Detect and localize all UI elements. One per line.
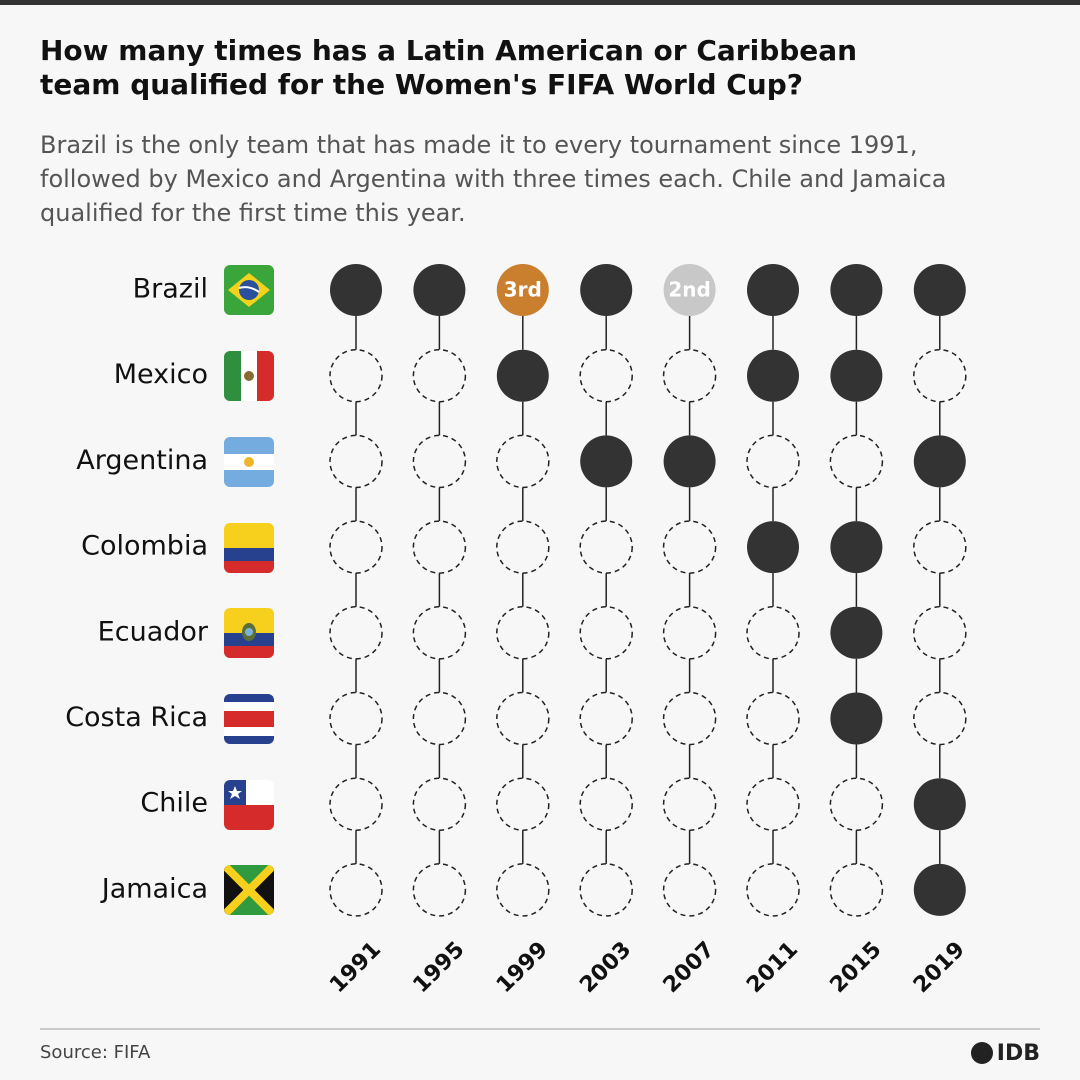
dot-empty <box>746 606 800 660</box>
dot-qualified <box>580 264 633 316</box>
dot-empty <box>829 777 884 831</box>
dot-empty <box>579 606 633 660</box>
dot-empty <box>662 520 717 574</box>
x-tick-label: 1999 <box>492 937 553 998</box>
dot-empty <box>496 863 550 917</box>
dot-empty <box>496 777 550 831</box>
dot-empty <box>746 777 800 831</box>
row-label: Jamaica <box>100 873 208 904</box>
dot-qualified <box>413 264 466 316</box>
dot-empty <box>662 777 717 831</box>
dot-qualified <box>747 264 799 316</box>
dot-qualified <box>830 264 883 316</box>
dot-label: 3rd <box>504 278 542 302</box>
logo-icon <box>971 1042 993 1064</box>
dot-qualified <box>913 435 966 488</box>
dot-empty <box>579 863 633 917</box>
dot-empty <box>913 691 967 746</box>
flag-brazil <box>224 265 274 315</box>
logo: IDB <box>997 1041 1040 1066</box>
flag-colombia <box>224 523 274 573</box>
source: Source: FIFA <box>40 1042 151 1063</box>
dot-qualified <box>830 349 883 402</box>
dot-empty <box>412 777 467 831</box>
chart-subtitle: Brazil is the only team that has made it… <box>40 131 947 227</box>
row-label: Chile <box>140 788 208 819</box>
dot-label: 2nd <box>668 278 710 302</box>
dot-qualified <box>580 435 633 488</box>
x-tick-label: 2015 <box>826 937 887 998</box>
top-bar <box>0 0 1080 5</box>
dot-empty <box>662 691 717 746</box>
dot-empty <box>662 863 717 917</box>
dot-qualified <box>496 264 549 316</box>
dot-empty <box>412 520 467 574</box>
dot-qualified <box>747 521 799 574</box>
dot-qualified <box>913 778 966 831</box>
dot-empty <box>329 520 383 574</box>
dot-empty <box>579 777 633 831</box>
dot-qualified <box>663 435 716 488</box>
x-tick-label: 2003 <box>575 937 636 998</box>
dot-empty <box>329 777 383 831</box>
dot-empty <box>329 348 383 403</box>
x-tick-label: 2019 <box>909 937 970 998</box>
dot-empty <box>329 434 383 489</box>
dot-empty <box>746 434 800 489</box>
row-label: Costa Rica <box>65 702 208 733</box>
chart-title: How many times has a Latin American or C… <box>40 34 858 101</box>
dot-empty <box>913 520 967 574</box>
dot-empty <box>496 434 550 489</box>
dot-empty <box>829 863 884 917</box>
x-tick-label: 1991 <box>325 937 386 998</box>
dot-empty <box>829 434 884 489</box>
dot-empty <box>579 520 633 574</box>
dot-qualified <box>913 264 966 316</box>
dot-empty <box>913 606 967 660</box>
dot-empty <box>496 520 550 574</box>
dot-empty <box>329 863 383 917</box>
row-label: Ecuador <box>98 616 209 647</box>
flags <box>224 265 274 915</box>
x-tick-label: 2007 <box>659 937 720 998</box>
dot-empty <box>662 606 717 660</box>
row-label: Brazil <box>133 274 208 305</box>
flag-argentina <box>224 437 274 487</box>
dot-qualified <box>747 349 799 402</box>
dot-empty <box>913 348 967 403</box>
dot-qualified <box>830 606 883 659</box>
dot-empty <box>412 606 467 660</box>
flag-ecuador <box>224 608 274 658</box>
dot-empty <box>746 863 800 917</box>
dot-qualified <box>830 692 883 745</box>
dot-empty <box>496 691 550 746</box>
row-label: Argentina <box>76 445 208 476</box>
dot-empty <box>579 691 633 746</box>
dot-empty <box>329 606 383 660</box>
dot-qualified <box>496 349 549 402</box>
x-tick-label: 1995 <box>409 937 470 998</box>
dot-empty <box>746 691 800 746</box>
dot-empty <box>579 348 633 403</box>
dot-empty <box>412 863 467 917</box>
dot-qualified <box>663 264 716 316</box>
dot-empty <box>412 348 467 403</box>
dot-qualified <box>913 863 966 916</box>
dot-qualified <box>330 264 382 316</box>
dot-empty <box>412 434 467 489</box>
dot-empty <box>412 691 467 746</box>
dot-empty <box>329 691 383 746</box>
dot-empty <box>496 606 550 660</box>
row-label: Colombia <box>81 531 208 562</box>
x-tick-label: 2011 <box>742 937 803 998</box>
flag-jamaica <box>224 865 274 915</box>
dot-qualified <box>830 521 883 574</box>
flag-costa-rica <box>224 694 274 744</box>
flag-mexico <box>224 351 274 401</box>
flag-chile <box>224 780 274 830</box>
dot-empty <box>662 348 717 403</box>
row-label: Mexico <box>114 359 208 390</box>
